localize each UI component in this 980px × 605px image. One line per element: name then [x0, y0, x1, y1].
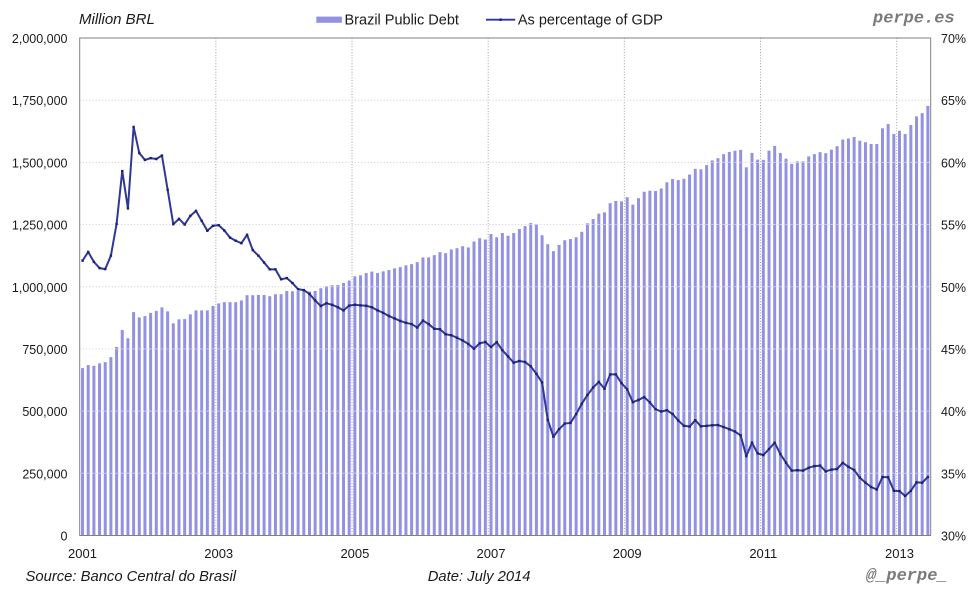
svg-text:30%: 30%	[941, 530, 966, 544]
svg-text:55%: 55%	[941, 219, 966, 233]
svg-text:2003: 2003	[204, 546, 233, 561]
svg-text:1,250,000: 1,250,000	[12, 219, 68, 233]
svg-text:65%: 65%	[941, 94, 966, 108]
svg-text:2001: 2001	[68, 546, 97, 561]
svg-text:As percentage of GDP: As percentage of GDP	[518, 13, 663, 29]
svg-text:45%: 45%	[941, 343, 966, 357]
svg-text:perpe.es: perpe.es	[872, 10, 955, 29]
svg-text:@_perpe_: @_perpe_	[866, 567, 948, 586]
svg-text:50%: 50%	[941, 281, 966, 295]
svg-text:40%: 40%	[941, 405, 966, 419]
svg-text:0: 0	[61, 530, 68, 544]
svg-text:2009: 2009	[613, 546, 642, 561]
svg-text:2,000,000: 2,000,000	[12, 32, 68, 46]
svg-text:Source: Banco Central do Brasi: Source: Banco Central do Brasil	[26, 569, 237, 585]
svg-text:2011: 2011	[749, 546, 777, 561]
svg-text:35%: 35%	[941, 467, 966, 481]
svg-text:500,000: 500,000	[22, 405, 67, 419]
svg-text:750,000: 750,000	[22, 343, 67, 357]
svg-text:1,000,000: 1,000,000	[12, 281, 68, 295]
svg-text:Brazil Public Debt: Brazil Public Debt	[345, 13, 459, 29]
svg-text:70%: 70%	[941, 32, 966, 46]
svg-text:2013: 2013	[885, 546, 914, 561]
svg-text:250,000: 250,000	[22, 467, 67, 481]
svg-text:1,500,000: 1,500,000	[12, 156, 68, 170]
svg-text:2007: 2007	[477, 546, 506, 561]
svg-text:1,750,000: 1,750,000	[12, 94, 68, 108]
svg-text:Million BRL: Million BRL	[79, 11, 155, 28]
svg-text:2005: 2005	[340, 546, 369, 561]
svg-text:Date: July 2014: Date: July 2014	[428, 569, 531, 585]
svg-text:60%: 60%	[941, 156, 966, 170]
